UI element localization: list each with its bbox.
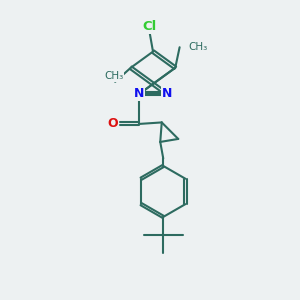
Text: O: O — [108, 117, 118, 130]
Text: CH₃: CH₃ — [104, 71, 123, 81]
Text: Cl: Cl — [142, 20, 157, 33]
Text: N: N — [134, 87, 144, 101]
Text: CH₃: CH₃ — [189, 42, 208, 52]
Text: N: N — [162, 87, 172, 101]
